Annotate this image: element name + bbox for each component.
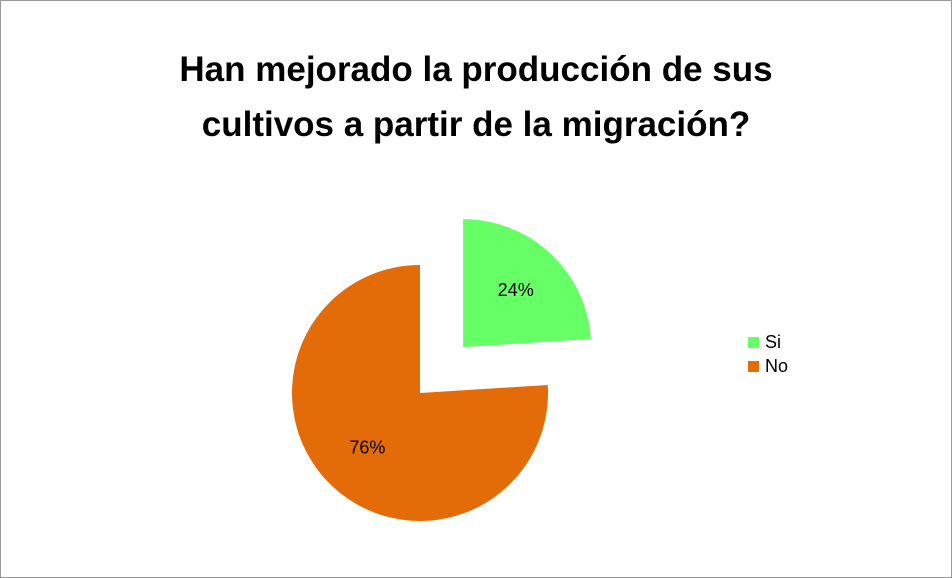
pie-slice: [292, 265, 548, 521]
legend-label: Si: [765, 332, 781, 352]
pie-slice: [463, 219, 591, 348]
data-label: 24%: [498, 280, 534, 300]
data-label: 76%: [349, 438, 385, 458]
legend-label: No: [765, 356, 788, 376]
legend-swatch: [748, 337, 759, 348]
legend-swatch: [748, 361, 759, 372]
chart-title: Han mejorado la producción de sus cultiv…: [179, 50, 773, 144]
